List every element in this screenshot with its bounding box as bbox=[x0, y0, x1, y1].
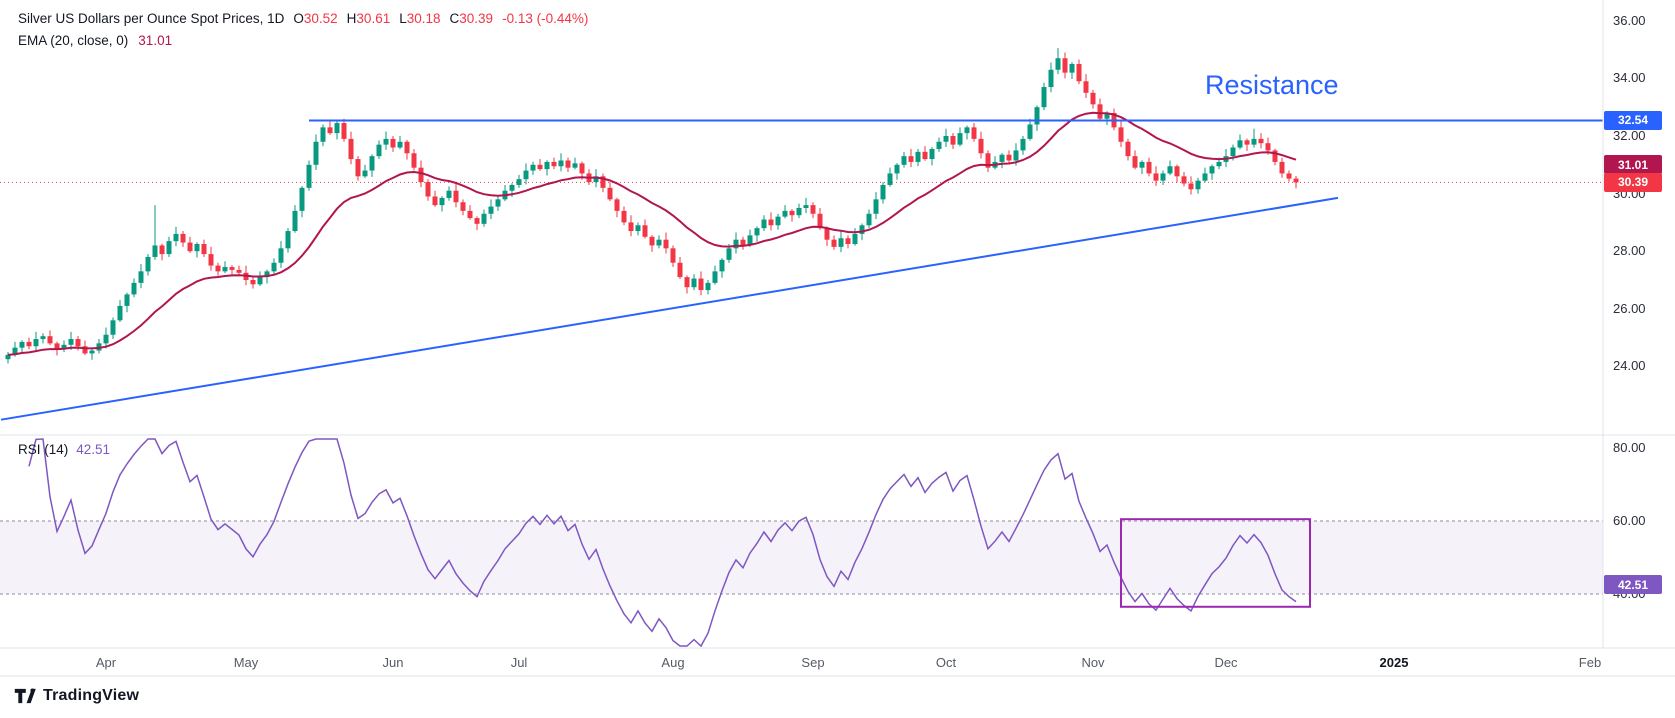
price-axis-label: 24.00 bbox=[1613, 358, 1646, 374]
support-trendline[interactable] bbox=[0, 196, 1339, 421]
time-axis-label[interactable]: Apr bbox=[95, 655, 117, 670]
high-value: 30.61 bbox=[356, 11, 391, 26]
low-label: L bbox=[399, 11, 407, 26]
ema-label: EMA (20, close, 0) bbox=[18, 33, 129, 48]
time-axis-label[interactable]: Feb bbox=[1578, 655, 1602, 670]
high-label: H bbox=[346, 11, 357, 26]
rsi-axis-label: 80.00 bbox=[1613, 440, 1646, 455]
rsi-value-tag: 42.51 bbox=[1604, 575, 1662, 595]
ema-line bbox=[7, 111, 1297, 356]
symbol-legend-row[interactable]: Silver US Dollars per Ounce Spot Prices,… bbox=[18, 8, 588, 30]
price-axis-label: 34.00 bbox=[1613, 70, 1646, 86]
time-axis-label[interactable]: Aug bbox=[661, 655, 685, 670]
time-axis-label[interactable]: Sep bbox=[801, 655, 825, 670]
tradingview-attribution[interactable]: TradingView bbox=[14, 686, 139, 706]
rsi-line bbox=[28, 438, 1297, 648]
close-value: 30.39 bbox=[459, 11, 494, 26]
rsi-axis-label: 60.00 bbox=[1613, 513, 1646, 528]
price-tag: 31.01 bbox=[1604, 155, 1662, 174]
ema-legend-row[interactable]: EMA (20, close, 0) 31.01 bbox=[18, 30, 588, 52]
ema-value: 31.01 bbox=[138, 33, 173, 48]
tradingview-logo-icon bbox=[14, 688, 36, 704]
time-axis-label[interactable]: Jul bbox=[510, 655, 528, 670]
price-axis-label: 36.00 bbox=[1613, 12, 1646, 28]
rsi-highlight-box[interactable] bbox=[1120, 518, 1311, 608]
rsi-legend-row[interactable]: RSI (14) 42.51 bbox=[18, 442, 110, 457]
resistance-text[interactable]: Resistance bbox=[1205, 70, 1339, 100]
time-axis-label[interactable]: 2025 bbox=[1379, 655, 1409, 670]
time-axis-label[interactable]: Dec bbox=[1214, 655, 1238, 670]
price-tag: 30.39 bbox=[1604, 172, 1662, 192]
time-axis-label[interactable]: Jun bbox=[382, 655, 404, 670]
low-value: 30.18 bbox=[406, 11, 441, 26]
time-axis-label[interactable]: Nov bbox=[1081, 655, 1105, 670]
rsi-band bbox=[0, 521, 1603, 594]
rsi-label: RSI (14) bbox=[18, 442, 69, 457]
time-axis-label[interactable]: May bbox=[233, 655, 259, 670]
change-value: -0.13 (-0.44%) bbox=[502, 11, 589, 26]
rsi-value: 42.51 bbox=[76, 442, 111, 457]
open-label: O bbox=[293, 11, 304, 26]
time-axis-label[interactable]: Oct bbox=[935, 655, 957, 670]
main-legend[interactable]: Silver US Dollars per Ounce Spot Prices,… bbox=[18, 8, 588, 52]
price-axis-label: 28.00 bbox=[1613, 243, 1646, 259]
open-value: 30.52 bbox=[303, 11, 338, 26]
candlestick-series bbox=[5, 48, 1299, 364]
price-tag: 32.54 bbox=[1604, 110, 1662, 130]
symbol-title: Silver US Dollars per Ounce Spot Prices,… bbox=[18, 11, 285, 26]
close-label: C bbox=[449, 11, 460, 26]
price-axis-label: 26.00 bbox=[1613, 300, 1646, 316]
price-axis-label: 32.00 bbox=[1613, 128, 1646, 143]
tradingview-brand-text: TradingView bbox=[43, 687, 140, 704]
